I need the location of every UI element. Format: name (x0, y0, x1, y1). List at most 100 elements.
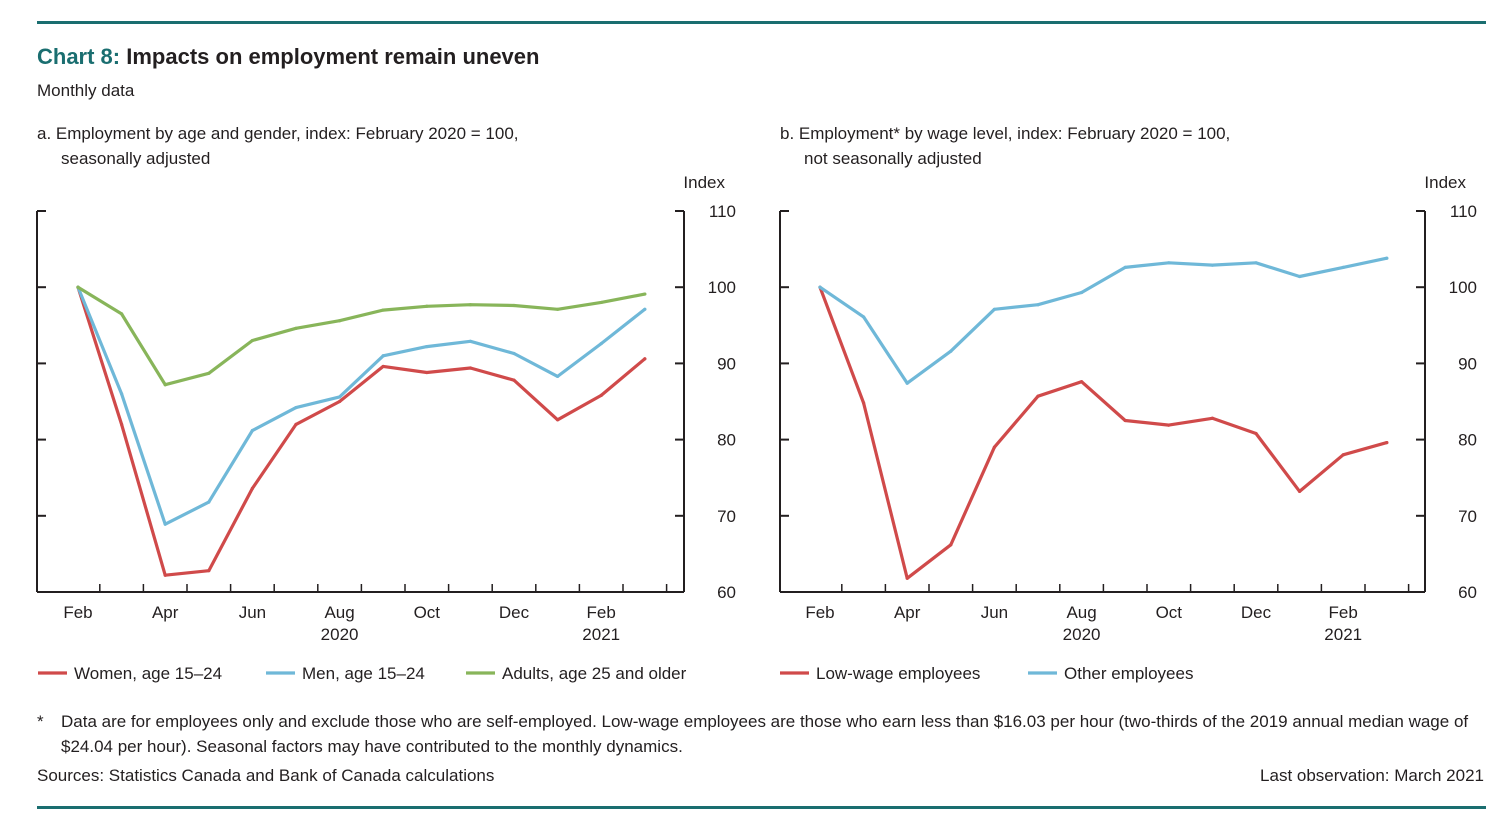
panel-b-year-label: 2021 (1324, 625, 1362, 644)
chart-subtitle: Monthly data (37, 81, 135, 100)
panel-b-series-2-point (862, 315, 866, 319)
panel-a-series-2-point (599, 341, 603, 346)
panel-b-y-axis-title: Index (1424, 173, 1466, 192)
panel-a-series-2-point (512, 351, 516, 356)
panel-a-series-line-2 (76, 285, 647, 526)
panel-b-series-1-point (949, 543, 953, 547)
panel-b-x-tick-label: Dec (1241, 603, 1272, 622)
panel-b-x-tick-label: Jun (981, 603, 1008, 622)
panel-b-x-tick-label: Apr (894, 603, 921, 622)
panel-a-series-2-point (556, 374, 560, 378)
panel-b-y-tick-label: 60 (1458, 583, 1477, 602)
panel-a-series-1-point (643, 357, 647, 361)
panel-b-series-line-2 (818, 256, 1389, 385)
panel-b-series-2-point (1254, 261, 1258, 265)
panel-b-y-tick-label: 100 (1449, 278, 1477, 297)
panel-a-series-1-point (599, 393, 603, 398)
panel-b-series-1-point (1036, 394, 1040, 398)
sources-note: Sources: Statistics Canada and Bank of C… (37, 766, 495, 785)
panel-a-x-tick-label: Dec (499, 603, 530, 622)
panel-a-series-1-point (381, 364, 385, 369)
panel-a-series-2-point (163, 522, 167, 526)
panel-a-legend-label-1: Women, age 15–24 (74, 664, 222, 683)
panel-a-series-3-point (338, 319, 342, 323)
panel-b-series-2-point (818, 285, 822, 289)
footnote: * Data are for employees only and exclud… (37, 709, 1477, 759)
panel-b-y-tick-label: 70 (1458, 507, 1477, 526)
chart-number: Chart 8: (37, 44, 121, 69)
panel-a-series-3-point (294, 326, 298, 330)
panel-b-y-tick-label: 110 (1450, 202, 1477, 221)
panel-b-series-2-point (1210, 263, 1214, 267)
panel-a-y-tick-label: 70 (717, 507, 736, 526)
panel-b-series-line-1 (818, 285, 1389, 580)
panel-b-title: b. Employment* by wage level, index: Feb… (780, 121, 1230, 171)
panel-b-series-1-point (1080, 380, 1084, 384)
panel-a-series-3-point (599, 300, 603, 305)
panel-b-series-1-point (1167, 423, 1171, 427)
panel-a-series-3-point (207, 371, 211, 375)
panel-b-series-1-point (1123, 418, 1127, 423)
panel-a-x-tick-label: Apr (152, 603, 179, 622)
panel-b-title-line1: b. Employment* by wage level, index: Feb… (780, 124, 1231, 143)
footnote-marker: * (37, 712, 44, 731)
panel-b-series-1-point (1341, 453, 1345, 457)
panel-a-x-tick-label: Aug (324, 603, 354, 622)
panel-b-series-1-point (905, 576, 909, 580)
panel-a-series-1-point (512, 378, 516, 382)
panel-a-title-line1: a. Employment by age and gender, index: … (37, 124, 519, 143)
panel-a-y-axis-title: Index (683, 173, 725, 192)
panel-b-series-1-point (1210, 416, 1214, 420)
panel-b-series-1-point (1254, 431, 1258, 436)
panel-b-series-1-point (862, 401, 866, 405)
panel-b-y-tick-label: 90 (1458, 354, 1477, 373)
footnote-text: Data are for employees only and exclude … (61, 712, 1469, 756)
panel-a-title: a. Employment by age and gender, index: … (37, 121, 519, 171)
panel-b-series-2-point (1385, 256, 1389, 260)
panel-a-series-1-point (468, 366, 472, 370)
panel-a-title-line2: seasonally adjusted (61, 149, 211, 168)
panel-b-series-2-point (1123, 265, 1127, 269)
panel-a-legend-label-2: Men, age 15–24 (302, 664, 425, 683)
panel-b-x-tick-label: Oct (1156, 603, 1183, 622)
panel-a-series-3-point (468, 303, 472, 307)
panel-a-series-3-point (643, 292, 647, 296)
top-rule (37, 21, 1486, 24)
panel-a-series-1-point (250, 486, 254, 490)
panel-b-series-1-point (1298, 489, 1302, 494)
panel-a-series-3-point (556, 307, 560, 311)
panel-a-series-3-point (512, 303, 516, 308)
panel-a-year-label: 2020 (321, 625, 359, 644)
panel-a-x-tick-label: Feb (63, 603, 92, 622)
bottom-rule (37, 806, 1486, 809)
panel-b-series-2-point (1341, 265, 1345, 269)
panel-a-y-tick-label: 100 (708, 278, 736, 297)
panel-a-x-tick-label: Oct (414, 603, 441, 622)
panel-a-series-2-point (207, 500, 211, 504)
panel-a-series-1-point (294, 422, 298, 426)
panel-a-series-2-point (381, 354, 385, 358)
panel-a-series-2-point (643, 307, 647, 311)
panel-a-series-2-point (425, 345, 429, 349)
panel-a-series-1-point (163, 573, 167, 577)
panel-a-series-2-point (338, 395, 342, 399)
panel-b-series-1-point (1385, 441, 1389, 445)
panel-a-series-3-point (120, 312, 124, 316)
panel-a-series-1-point (425, 370, 429, 375)
panel-b-series-2-point (905, 381, 909, 385)
panel-b-series-1-point (992, 445, 997, 449)
panel-b-x-tick-label: Feb (805, 603, 834, 622)
panel-a-x-tick-label: Jun (239, 603, 266, 622)
panel-b-title-line2: not seasonally adjusted (804, 149, 982, 168)
panel-a-series-line-3 (76, 285, 647, 387)
panel-a-series-1-point (556, 418, 560, 422)
panel-a-series-3-point (76, 285, 80, 289)
panel-a-series-line-1 (76, 285, 647, 577)
panel-a-y-tick-label: 80 (717, 431, 736, 450)
panel-a-y-tick-label: 90 (717, 354, 736, 373)
panel-b-series-2-point (1298, 274, 1302, 279)
panel-a-series-1-point (338, 399, 342, 404)
panel-a-legend-label-3: Adults, age 25 and older (502, 664, 687, 683)
panel-b-y-tick-label: 80 (1458, 431, 1477, 450)
